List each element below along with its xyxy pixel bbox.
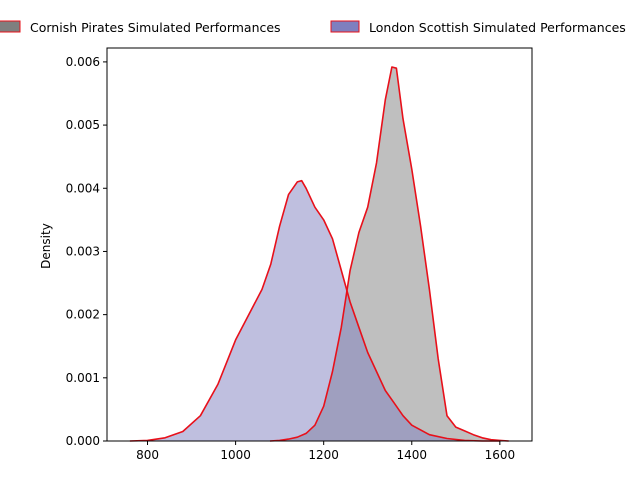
density-areas <box>129 67 509 441</box>
series-area-0 <box>270 67 509 441</box>
legend-swatch-0 <box>0 20 21 33</box>
legend-label-0: Cornish Pirates Simulated Performances <box>30 20 281 35</box>
legend-label-1: London Scottish Simulated Performances <box>369 20 626 35</box>
y-tick-label: 0.005 <box>66 118 100 132</box>
y-tick-label: 0.000 <box>66 434 100 448</box>
y-tick-label: 0.003 <box>66 244 100 258</box>
series-area-1 <box>129 180 500 441</box>
series-line-0 <box>269 66 509 442</box>
x-tick-label: 1400 <box>396 448 427 462</box>
y-tick-label: 0.002 <box>66 308 100 322</box>
y-tick-label: 0.004 <box>66 181 100 195</box>
x-tick-label: 1600 <box>485 448 516 462</box>
legend-swatch-1 <box>330 20 360 33</box>
y-axis-label: Density <box>39 223 53 269</box>
series-line-1 <box>129 179 500 442</box>
y-tick-label: 0.006 <box>66 55 100 69</box>
x-tick-label: 1200 <box>308 448 339 462</box>
plot-frame <box>106 47 533 442</box>
density-lines <box>129 66 509 442</box>
legend: Cornish Pirates Simulated Performances Lo… <box>0 20 626 35</box>
x-axis: 800 1000 1200 1400 1600 <box>136 441 515 462</box>
x-tick-label: 1000 <box>220 448 251 462</box>
x-tick-label: 800 <box>136 448 159 462</box>
y-axis: 0.000 0.001 0.002 0.003 0.004 0.005 0.006 <box>66 55 107 448</box>
y-tick-label: 0.001 <box>66 371 100 385</box>
